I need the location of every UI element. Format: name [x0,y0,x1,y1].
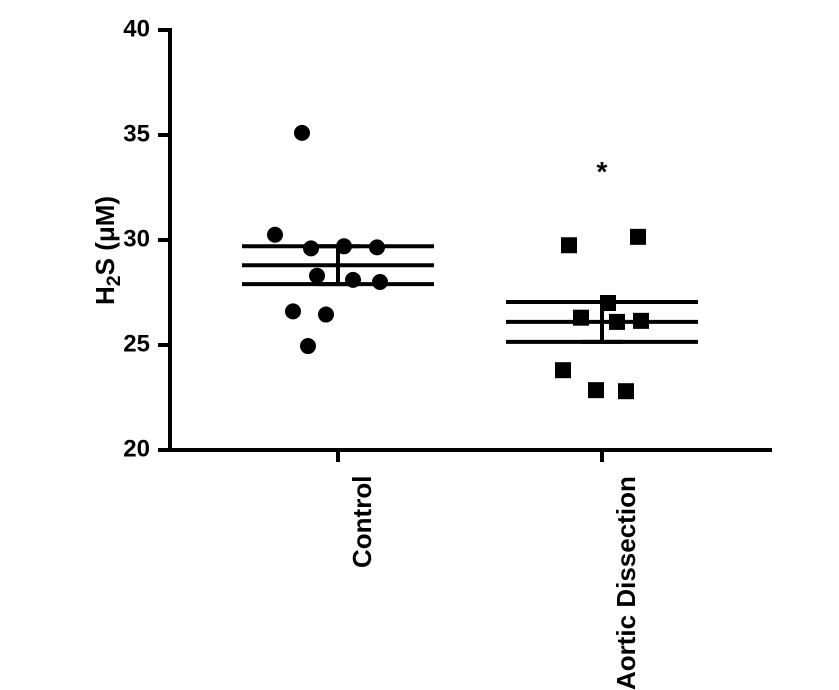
data-point-circle [336,238,352,254]
data-point-square [618,383,634,399]
data-point-square [633,313,649,329]
x-category-label: Aortic Dissection [611,476,642,690]
y-tick-label: 35 [123,120,150,147]
data-point-square [588,382,604,398]
data-point-square [600,295,616,311]
data-point-square [573,310,589,326]
data-point-circle [300,338,316,354]
data-point-square [561,237,577,253]
data-point-circle [372,274,388,290]
data-point-circle [318,307,334,323]
data-point-circle [309,268,325,284]
significance-marker: * [597,156,608,187]
y-tick-label: 40 [123,15,150,42]
chart-container: 2025303540* H2S (μM) ControlAortic Disse… [0,0,839,661]
data-point-square [555,362,571,378]
x-category-label: Control [347,476,378,568]
y-tick-label: 30 [123,225,150,252]
data-point-square [609,314,625,330]
data-point-circle [303,240,319,256]
scatter-chart: 20 25 30 35 40 * [0,0,839,661]
data-point-circle [369,239,385,255]
y-tick-label: 20 [123,435,150,462]
data-point-circle [294,125,310,141]
data-point-circle [267,227,283,243]
data-point-circle [285,303,301,319]
data-point-square [630,229,646,245]
y-tick-label: 25 [123,330,150,357]
data-point-circle [345,272,361,288]
y-axis-title: H2S (μM) [90,196,126,305]
